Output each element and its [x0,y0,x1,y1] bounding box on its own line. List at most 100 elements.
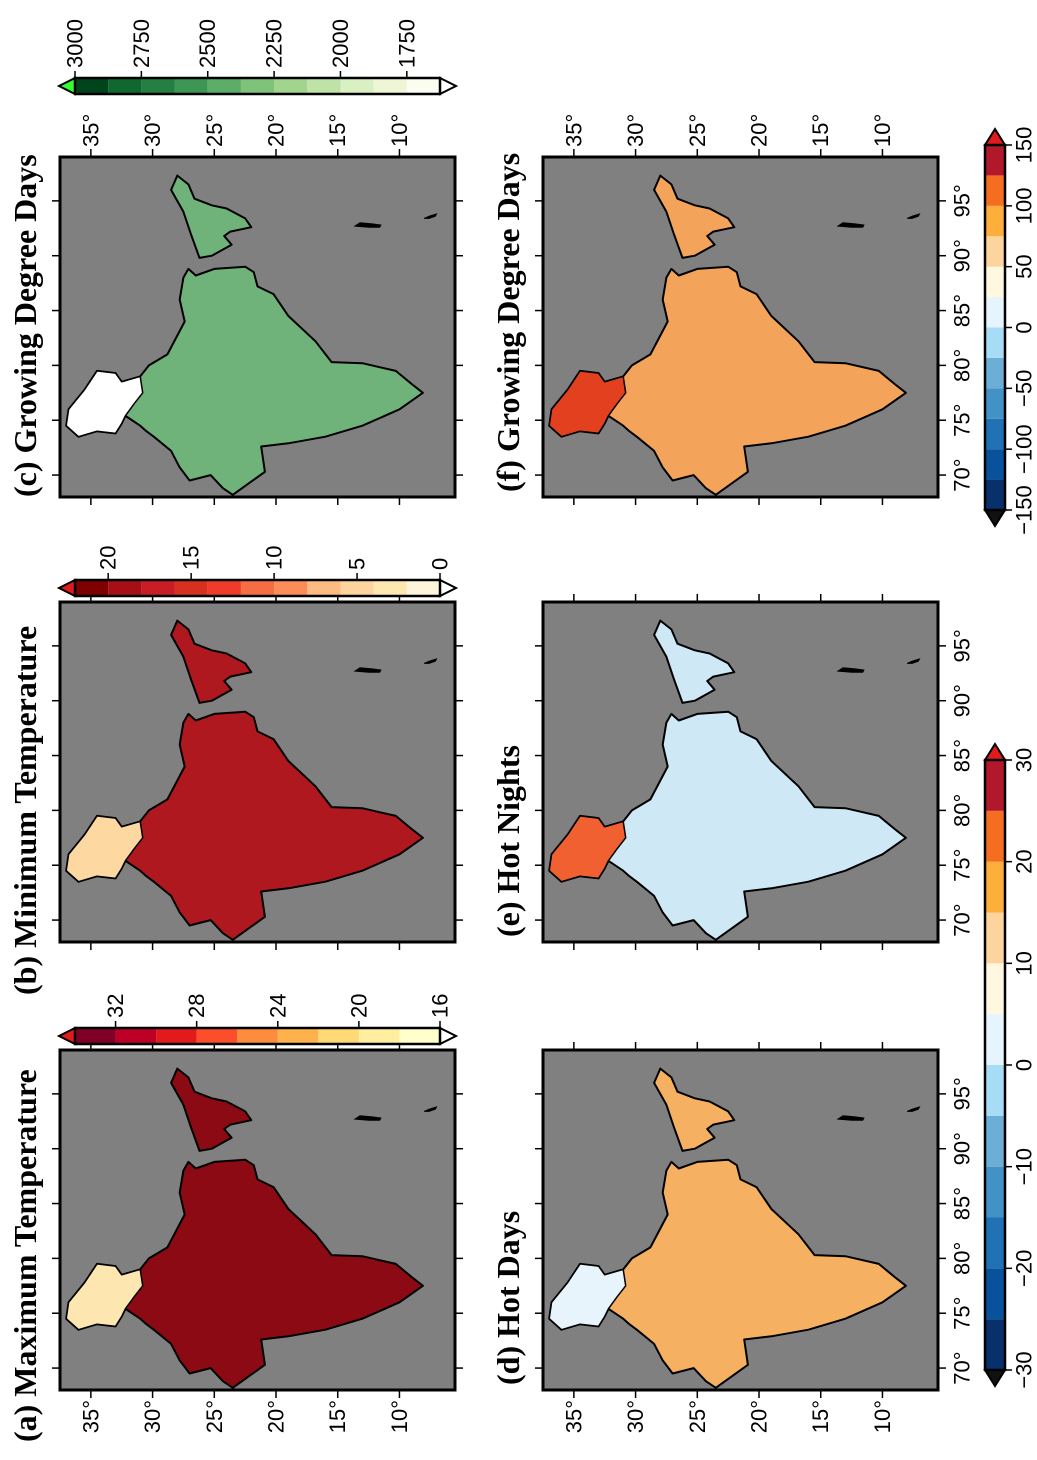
colorbar-bin [985,418,1005,450]
lon-label: 95° [950,629,975,662]
panel-title: (e) Hot Nights [490,745,526,937]
colorbar-bin [985,1065,1005,1116]
panel-title: (c) Growing Degree Days [7,154,43,497]
lat-label: 10° [387,1400,412,1433]
colorbar-bin [985,1268,1005,1320]
colorbar-bin [358,1028,400,1044]
colorbar-bin [985,388,1005,419]
nicobar-islands [906,1106,921,1112]
colorbar-bin [141,78,175,94]
india-map [65,710,424,941]
panel-title: (b) Minimum Temperature [7,626,43,995]
colorbar-label: 50 [1012,254,1037,278]
lon-label: 90° [950,239,975,272]
nicobar-islands [423,1106,438,1112]
northeast-map [170,174,253,259]
lon-label: 90° [950,1132,975,1165]
colorbar-bin [985,1115,1005,1167]
andaman-islands [353,1115,382,1121]
colorbar-label: −100 [1012,424,1037,474]
colorbar-bin [985,175,1005,206]
lat-label: 25° [202,1400,227,1433]
lat-label: 15° [808,1400,833,1433]
north-region [548,815,627,883]
andaman-islands [353,667,382,673]
nicobar-islands [423,658,438,664]
colorbar-bin [399,1028,441,1044]
lat-label: 10° [387,114,412,147]
colorbar-bin [75,1028,116,1044]
colorbar-bin [108,580,142,596]
colorbar-bin [985,963,1005,1015]
andaman-islands [836,667,865,673]
lat-label: 30° [623,1400,648,1433]
colorbar-label: 0 [428,558,453,570]
colorbar-bin [985,1319,1005,1370]
andaman-islands [836,1115,865,1121]
colorbar-bin [406,580,440,596]
lat-label: 10° [870,1400,895,1433]
map-border [58,600,457,944]
colorbar-bin [115,1028,157,1044]
lon-label: 80° [950,1242,975,1275]
lat-label: 30° [623,114,648,147]
lat-label: 20° [264,1400,289,1433]
colorbar-bin [274,580,308,596]
lat-label: 35° [561,1400,586,1433]
colorbar-bin [207,78,241,94]
colorbar-label: 10 [262,546,287,570]
lon-label: 70° [950,1351,975,1384]
lat-label: 25° [685,114,710,147]
north-region [65,1263,144,1331]
lat-label: 30° [140,1400,165,1433]
colorbar-bin [156,1028,197,1044]
panel-title: (d) Hot Days [490,1211,526,1385]
lon-label: 95° [950,1077,975,1110]
lon-label: 70° [950,458,975,491]
colorbar-bin [307,580,341,596]
lon-label: 90° [950,684,975,717]
colorbar-label: 28 [184,994,209,1018]
northeast-map [170,619,253,704]
panel-title: (f) Growing Degree Days [490,153,526,492]
colorbar-extend [56,1026,76,1046]
colorbar-label: 0 [1012,321,1037,333]
colorbar-bin [406,78,440,94]
colorbar-bin [307,78,341,94]
colorbar-bin [340,580,374,596]
lat-label: 15° [325,1400,350,1433]
lon-label: 75° [950,404,975,437]
colorbar-border [73,1026,442,1046]
colorbar-bin [277,1028,319,1044]
lat-label: 15° [325,114,350,147]
lon-label: 75° [950,1297,975,1330]
colorbar-bin [985,236,1005,267]
colorbar-bin [985,1166,1005,1218]
colorbar-bin [373,580,407,596]
colorbar-border [73,76,442,96]
colorbar-bin [141,580,175,596]
lat-label: 35° [78,1400,103,1433]
nicobar-islands [906,658,921,664]
colorbar-bin [240,580,275,596]
colorbar-label: 2000 [328,19,353,68]
north-region [65,370,144,438]
andaman-islands [353,222,382,228]
lon-label: 85° [950,294,975,327]
colorbar-bin [985,297,1005,328]
colorbar-bin [174,78,208,94]
colorbar-extend [983,742,1007,761]
north-region [65,815,144,883]
colorbar-label: 16 [428,994,453,1018]
colorbar-bin [985,357,1005,389]
colorbar-label: 20 [96,546,121,570]
colorbar-label: 20 [346,994,371,1018]
lat-label: 20° [747,114,772,147]
colorbar-bin [75,580,109,596]
lon-label: 70° [950,903,975,936]
lat-label: 20° [747,1400,772,1433]
colorbar-bin [174,580,208,596]
colorbar-label: 5 [345,558,370,570]
rotated-figure: (a) Maximum Temperature 35° 30° 25° 20° 15° 10… [7,19,1037,1442]
